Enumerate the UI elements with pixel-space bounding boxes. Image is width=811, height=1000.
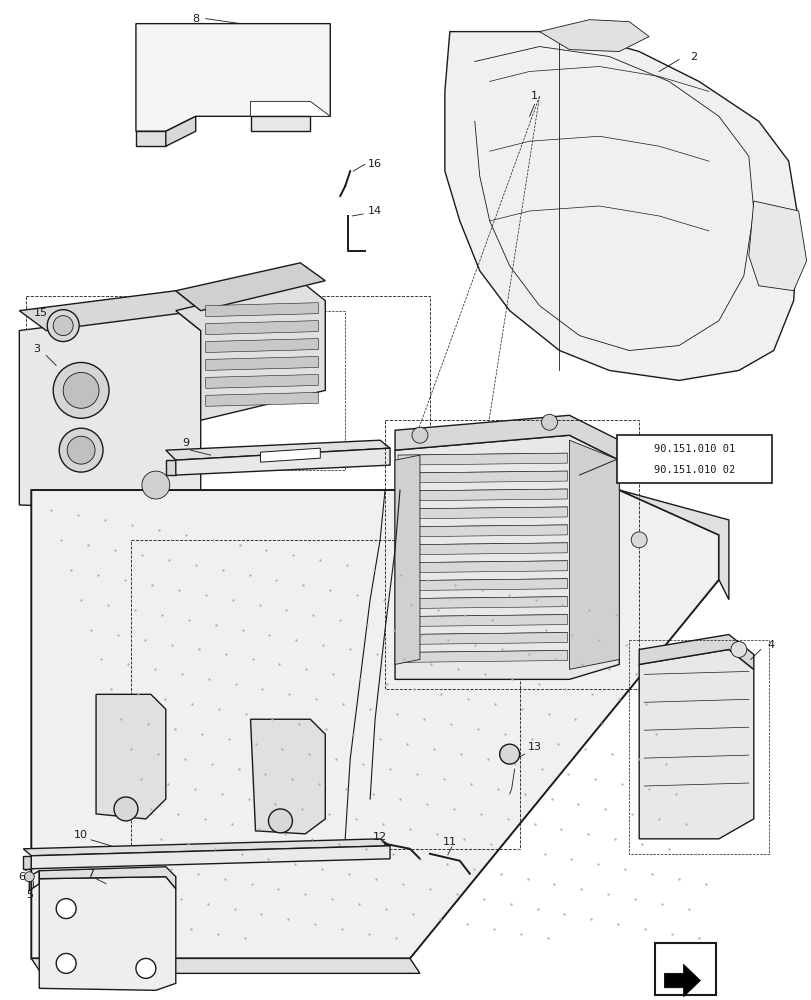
Circle shape (142, 471, 169, 499)
Text: 14: 14 (367, 206, 382, 216)
Polygon shape (397, 507, 567, 519)
Text: 9: 9 (182, 438, 189, 448)
Polygon shape (205, 356, 318, 370)
Polygon shape (397, 525, 567, 537)
Circle shape (54, 362, 109, 418)
Polygon shape (205, 374, 318, 388)
Polygon shape (397, 650, 567, 662)
Polygon shape (569, 440, 619, 669)
Polygon shape (394, 435, 619, 679)
Polygon shape (19, 311, 200, 510)
Bar (654, 943, 715, 995)
Polygon shape (24, 839, 389, 856)
Polygon shape (32, 490, 718, 958)
Text: 3: 3 (32, 344, 40, 354)
Circle shape (56, 953, 76, 973)
Text: 15: 15 (34, 308, 48, 318)
Polygon shape (394, 415, 619, 460)
Text: 16: 16 (367, 159, 382, 169)
Polygon shape (539, 20, 648, 52)
Polygon shape (19, 291, 200, 331)
FancyBboxPatch shape (616, 435, 770, 483)
Polygon shape (397, 633, 567, 645)
Polygon shape (165, 440, 389, 460)
Text: 5: 5 (26, 890, 32, 900)
Circle shape (114, 797, 138, 821)
Text: 12: 12 (372, 832, 387, 842)
Text: 7: 7 (88, 869, 95, 879)
Polygon shape (205, 321, 318, 335)
Text: 1: 1 (530, 91, 538, 101)
Bar (663, 999, 688, 1000)
Polygon shape (397, 453, 567, 465)
Text: 10: 10 (74, 830, 88, 840)
Polygon shape (32, 846, 389, 869)
Polygon shape (619, 490, 728, 600)
Polygon shape (135, 131, 165, 146)
Circle shape (47, 310, 79, 342)
Polygon shape (397, 543, 567, 555)
Polygon shape (96, 694, 165, 819)
Polygon shape (251, 719, 325, 834)
Text: 11: 11 (442, 837, 457, 847)
Polygon shape (135, 24, 330, 131)
Circle shape (268, 809, 292, 833)
Circle shape (67, 436, 95, 464)
Polygon shape (397, 489, 567, 501)
Circle shape (624, 455, 643, 475)
Polygon shape (638, 649, 753, 839)
Text: 90.151.010 02: 90.151.010 02 (653, 465, 734, 475)
Circle shape (54, 316, 73, 336)
Polygon shape (39, 867, 175, 889)
Polygon shape (397, 561, 567, 573)
Polygon shape (394, 455, 419, 664)
Polygon shape (39, 877, 175, 990)
Polygon shape (175, 448, 389, 475)
Circle shape (541, 414, 557, 430)
Polygon shape (32, 958, 419, 973)
Polygon shape (175, 263, 325, 311)
Polygon shape (397, 471, 567, 483)
Polygon shape (397, 597, 567, 609)
Circle shape (630, 532, 646, 548)
Circle shape (56, 899, 76, 919)
Polygon shape (663, 964, 700, 997)
Circle shape (730, 642, 746, 657)
Circle shape (24, 872, 34, 882)
Circle shape (63, 372, 99, 408)
Polygon shape (444, 32, 798, 380)
Text: 6: 6 (18, 872, 25, 882)
Polygon shape (251, 116, 310, 131)
Polygon shape (397, 615, 567, 627)
Polygon shape (260, 448, 320, 462)
Circle shape (411, 427, 427, 443)
Polygon shape (205, 392, 318, 406)
Polygon shape (205, 339, 318, 353)
Text: 8: 8 (192, 14, 199, 24)
Polygon shape (748, 201, 805, 291)
Polygon shape (175, 281, 325, 420)
Polygon shape (205, 303, 318, 317)
Polygon shape (638, 635, 753, 669)
Circle shape (59, 428, 103, 472)
Polygon shape (251, 101, 330, 116)
Text: 90.151.010 01: 90.151.010 01 (653, 444, 734, 454)
Polygon shape (24, 856, 32, 869)
Text: 2: 2 (689, 52, 697, 62)
Text: 4: 4 (766, 640, 774, 650)
Polygon shape (165, 460, 175, 475)
Text: 13: 13 (527, 742, 541, 752)
Circle shape (135, 958, 156, 978)
Polygon shape (397, 579, 567, 591)
Circle shape (499, 744, 519, 764)
Polygon shape (165, 116, 195, 146)
